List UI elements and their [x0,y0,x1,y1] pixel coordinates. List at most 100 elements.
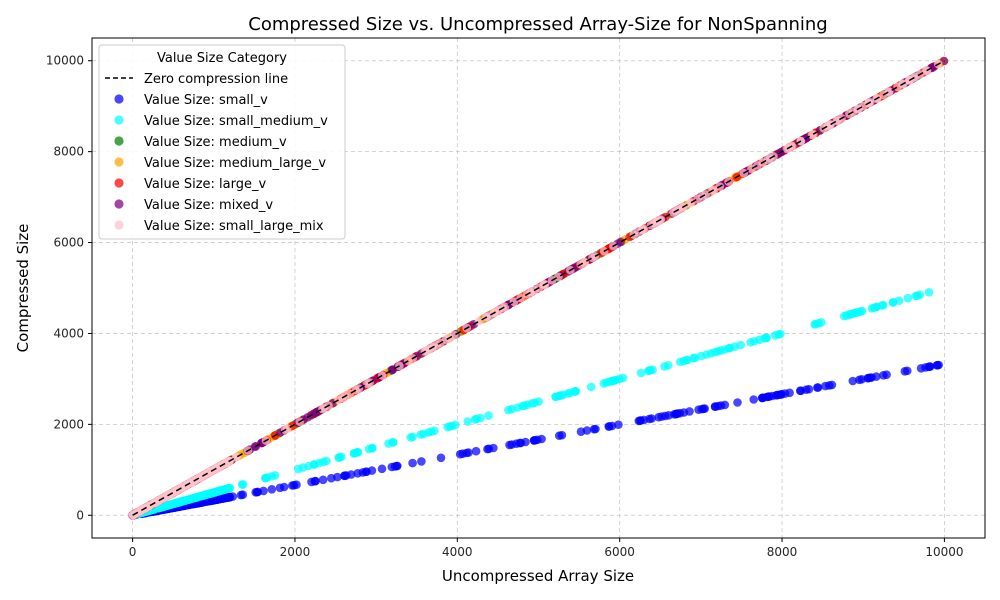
point-series-6 [432,340,441,350]
point-series-1 [746,338,755,347]
legend-marker [114,220,124,230]
point-series-0 [647,414,656,423]
point-series-6 [212,463,221,473]
legend-marker [114,157,124,167]
point-series-1 [615,374,624,384]
point-series-1 [888,298,898,307]
point-series-6 [170,487,179,497]
y-axis-label: Compressed Size [14,224,32,353]
point-series-0 [716,401,726,410]
point-series-0 [340,471,349,481]
point-series-6 [826,120,835,129]
point-series-0 [827,380,837,390]
point-series-1 [563,389,573,398]
point-series-1 [586,382,596,392]
point-series-0 [392,461,402,471]
chart-title: Compressed Size vs. Uncompressed Array-S… [248,14,827,35]
point-series-6 [354,384,364,393]
point-series-0 [318,475,328,485]
point-series-0 [267,485,277,494]
point-series-0 [813,383,823,392]
point-series-0 [557,430,567,440]
point-series-0 [589,424,599,434]
point-series-1 [367,443,377,453]
y-tick-label: 8000 [53,145,84,159]
point-series-6 [345,389,355,399]
point-series-0 [505,440,514,450]
point-series-0 [796,386,806,396]
point-series-0 [484,444,494,454]
point-series-6 [222,458,232,467]
y-tick-label: 6000 [53,236,84,250]
point-series-1 [309,460,319,469]
point-series-1 [237,480,247,489]
point-series-6 [474,317,484,326]
x-tick-label: 4000 [442,545,473,559]
point-series-0 [521,437,530,447]
point-series-0 [879,371,888,380]
point-series-6 [590,252,600,261]
point-series-6 [747,164,756,174]
point-series-0 [307,477,316,487]
legend-marker [114,115,124,125]
point-series-6 [904,76,914,85]
point-series-6 [833,116,843,125]
y-tick-label: 10000 [46,54,84,68]
point-series-0 [455,449,465,459]
point-series-1 [218,485,227,495]
point-series-6 [554,272,563,282]
x-tick-label: 2000 [280,545,311,559]
point-series-0 [900,367,910,376]
legend-entry: Value Size: medium_v [144,135,287,150]
point-series-0 [333,472,342,482]
point-series-1 [534,397,543,406]
legend-entry: Value Size: small_v [144,93,268,108]
point-series-1 [646,366,655,375]
y-tick-label: 2000 [53,417,84,431]
reference-line [132,60,945,516]
point-series-6 [232,452,242,462]
point-series-6 [884,87,894,96]
point-series-6 [377,371,387,380]
point-series-1 [472,414,481,424]
point-series-6 [807,130,817,140]
point-series-0 [537,434,546,444]
point-series-6 [685,199,694,208]
point-series-1 [814,318,823,328]
y-axis-ticks: 0 2000 4000 6000 8000 10000 [46,54,92,522]
point-series-1 [760,334,769,343]
legend-entry: Value Size: medium_large_v [144,156,326,171]
point-series-1 [177,497,186,506]
point-series-1 [322,456,331,466]
point-series-1 [507,404,517,414]
point-series-1 [664,361,673,370]
legend-entry: Value Size: large_v [144,177,266,192]
point-series-6 [693,194,703,204]
legend-box [98,44,346,240]
point-series-1 [451,420,460,430]
point-series-0 [925,362,934,372]
point-series-0 [225,492,234,502]
point-series-1 [570,387,579,396]
legend-entry: Value Size: small_large_mix [144,219,324,234]
legend: Value Size Category Zero compression lin… [98,44,346,240]
point-series-1 [706,349,716,358]
x-tick-label: 6000 [604,545,635,559]
point-series-1 [903,293,913,303]
point-series-1 [842,311,851,320]
point-series-6 [450,330,459,340]
point-series-1 [419,429,428,439]
point-series-0 [848,376,858,386]
point-series-0 [639,415,649,425]
point-series-0 [251,488,260,497]
point-series-0 [700,404,709,413]
point-series-0 [530,435,540,445]
point-series-1 [689,353,698,363]
point-series-1 [388,438,398,447]
point-series-1 [353,447,363,457]
point-series-0 [804,384,814,394]
point-series-0 [607,421,617,431]
legend-marker [114,136,124,146]
point-series-0 [471,446,481,456]
